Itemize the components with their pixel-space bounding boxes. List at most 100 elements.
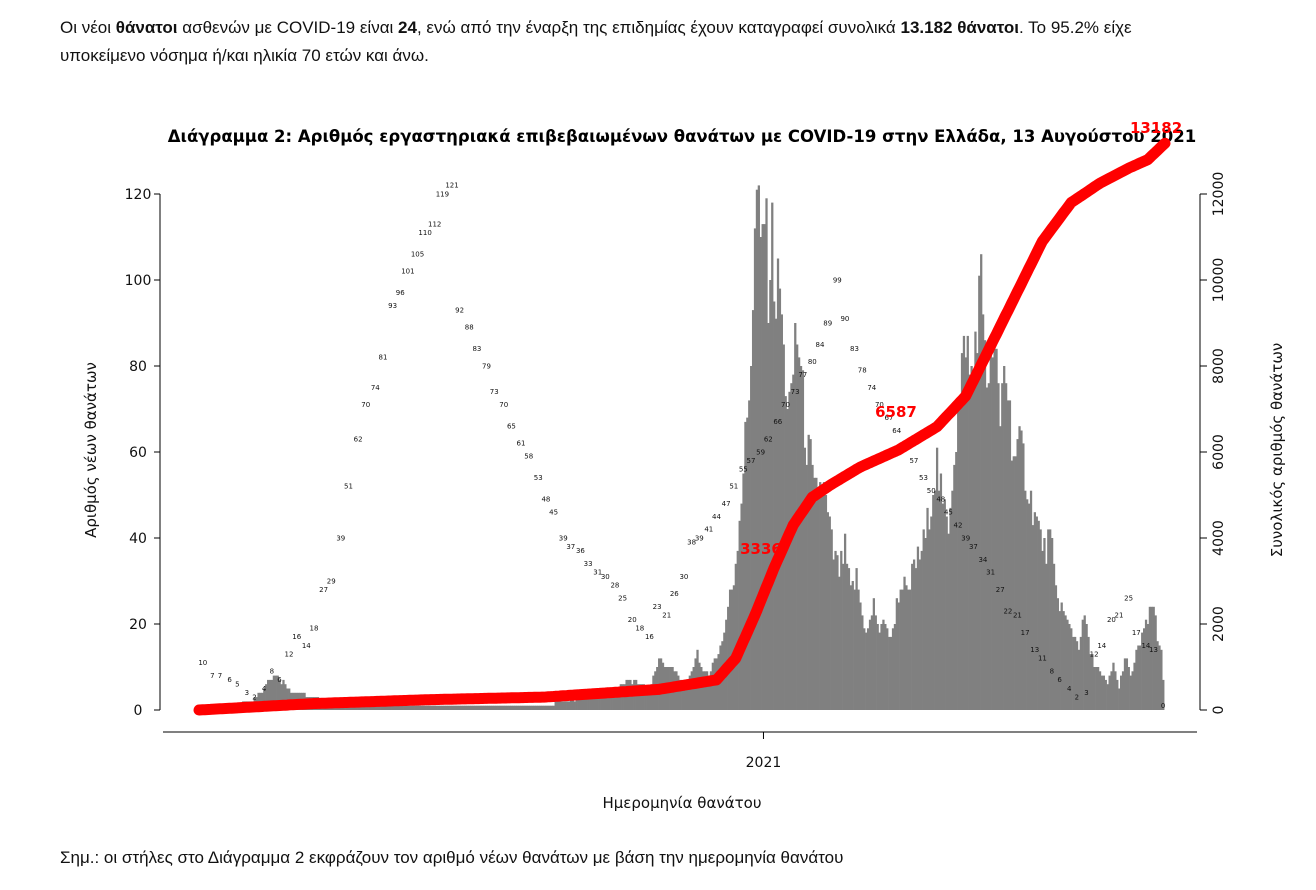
daily-bar — [470, 705, 473, 710]
bar-value-label: 14 — [1097, 642, 1106, 650]
daily-bar — [612, 688, 615, 710]
intro-line-2: υποκείμενο νόσημα ή/και ηλικία 70 ετών κ… — [60, 46, 429, 65]
daily-bar — [1154, 615, 1157, 710]
daily-bar — [1108, 675, 1111, 710]
daily-bar — [566, 701, 569, 710]
daily-bar — [884, 624, 887, 710]
daily-bar — [828, 516, 831, 710]
daily-bar — [935, 447, 939, 710]
daily-bar — [278, 679, 281, 710]
bar-value-label: 34 — [978, 556, 987, 564]
daily-bar — [953, 464, 956, 710]
daily-bar — [1127, 667, 1130, 710]
daily-bar — [682, 684, 686, 710]
daily-bar — [832, 559, 835, 710]
daily-bar — [391, 705, 394, 710]
daily-bar — [995, 348, 998, 710]
daily-bar — [909, 589, 912, 710]
cumulative-label: 13182 — [1130, 119, 1182, 137]
bar-value-label: 2 — [1075, 693, 1079, 701]
daily-bar — [987, 383, 990, 710]
daily-bar — [362, 705, 366, 710]
daily-bar — [753, 228, 757, 710]
daily-bar — [613, 692, 617, 710]
intro-part: , ενώ από την έναρξη της επιδημίας έχουν… — [416, 18, 901, 37]
bar-value-label: 90 — [840, 315, 849, 323]
intro-part: . Το 95.2% είχε — [1018, 18, 1132, 37]
daily-bar — [376, 705, 379, 710]
daily-bar — [1112, 662, 1115, 710]
bar-value-label: 6 — [277, 676, 282, 684]
daily-bar — [1131, 671, 1134, 710]
daily-bar — [401, 705, 404, 710]
daily-bar — [426, 705, 429, 710]
daily-bar — [876, 624, 879, 710]
daily-bar — [803, 447, 806, 710]
daily-bar — [646, 688, 649, 710]
daily-bar — [449, 705, 452, 710]
daily-bar — [847, 568, 851, 710]
daily-bar — [738, 520, 741, 710]
daily-bar — [727, 606, 730, 710]
bar-value-label: 11 — [1038, 655, 1047, 663]
daily-bar — [1024, 490, 1027, 710]
daily-bar — [889, 636, 893, 710]
daily-bar — [757, 185, 760, 710]
daily-bar — [776, 258, 780, 710]
daily-bar — [951, 490, 954, 710]
bar-value-label: 73 — [791, 388, 800, 396]
daily-bar — [569, 697, 573, 710]
daily-bar — [462, 705, 465, 710]
daily-bar — [382, 705, 385, 710]
daily-bar — [389, 705, 392, 710]
bar-value-label: 25 — [618, 595, 627, 603]
daily-bar — [514, 705, 517, 710]
daily-bar — [495, 705, 498, 710]
daily-bar — [782, 344, 785, 710]
bar-value-label: 3 — [245, 689, 249, 697]
bar-value-label: 110 — [418, 229, 431, 237]
bar-value-label: 50 — [927, 487, 936, 495]
daily-bar — [805, 464, 808, 710]
bar-value-label: 18 — [635, 625, 644, 633]
daily-bar — [870, 615, 874, 710]
bar-value-label: 51 — [729, 483, 738, 491]
daily-bar — [1100, 675, 1104, 710]
y2-tick-label: 6000 — [1211, 434, 1227, 470]
daily-bar — [1146, 624, 1150, 710]
daily-bar — [288, 688, 291, 710]
daily-bar — [960, 353, 964, 710]
daily-bar — [1033, 512, 1037, 710]
daily-bar — [1073, 636, 1077, 710]
bar-value-label: 101 — [401, 268, 414, 276]
daily-bar — [991, 357, 994, 710]
daily-bar — [1102, 675, 1106, 710]
daily-bar — [809, 439, 812, 710]
daily-bar — [901, 589, 904, 710]
daily-bar — [452, 705, 456, 710]
daily-bar — [562, 701, 565, 710]
daily-bar — [585, 697, 588, 710]
daily-bar — [1114, 671, 1117, 710]
daily-bar — [535, 705, 538, 710]
bar-value-label: 8 — [270, 668, 274, 676]
daily-bar — [1081, 619, 1084, 710]
daily-bar — [552, 705, 555, 710]
daily-bar — [1022, 443, 1025, 710]
daily-bar — [577, 697, 580, 710]
daily-bar — [268, 679, 272, 710]
daily-bar — [704, 671, 707, 710]
daily-bar — [1160, 649, 1163, 710]
daily-bar — [1054, 585, 1058, 710]
bar-value-label: 13 — [1030, 646, 1039, 654]
y2-tick-label: 0 — [1211, 706, 1227, 715]
daily-bar — [529, 705, 532, 710]
daily-bar — [811, 464, 814, 710]
daily-bar — [807, 434, 810, 710]
x-axis-label: Ημερομηνία θανάτου — [602, 794, 761, 812]
daily-bar — [429, 705, 433, 710]
daily-bar — [510, 705, 513, 710]
daily-bar — [466, 705, 469, 710]
daily-bar — [408, 705, 412, 710]
daily-bar — [972, 370, 975, 710]
